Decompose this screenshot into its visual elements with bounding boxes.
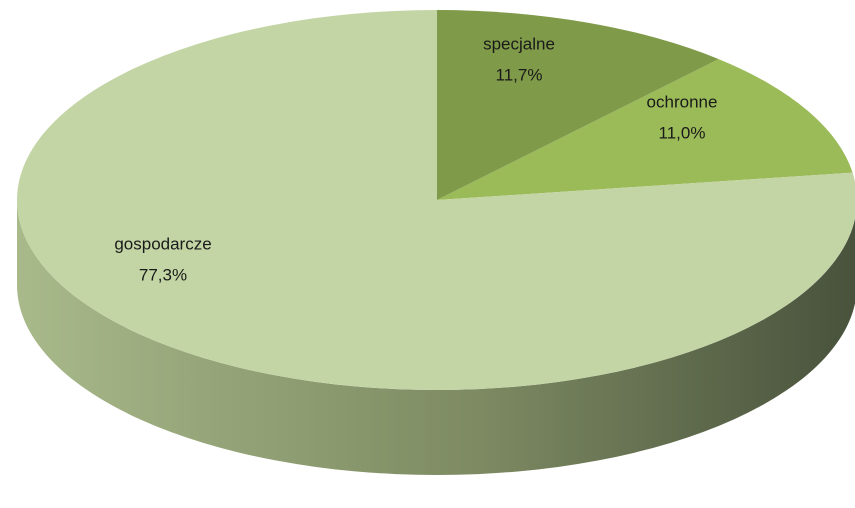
slice-label: specjalne <box>483 34 555 53</box>
slice-value-label: 11,7% <box>496 65 543 84</box>
slice-label: ochronne <box>647 92 718 111</box>
slice-value-label: 77,3% <box>139 265 187 284</box>
slice-value-label: 11,0% <box>659 123 706 142</box>
slice <box>437 10 719 200</box>
slice <box>437 59 853 200</box>
slice-label: gospodarcze <box>114 234 211 253</box>
slice-side <box>17 200 855 475</box>
slice <box>17 10 855 390</box>
